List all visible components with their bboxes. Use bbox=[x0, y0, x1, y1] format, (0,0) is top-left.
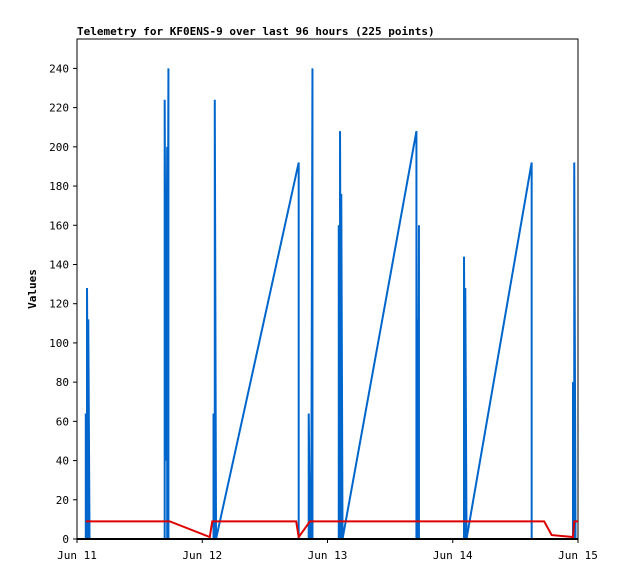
y-tick-label: 100 bbox=[49, 337, 69, 350]
x-axis: Jun 11 Jun 12 Jun 13 Jun 14 Jun 15 bbox=[57, 539, 598, 562]
x-tick-label: Jun 12 bbox=[182, 549, 222, 562]
series-layer bbox=[77, 68, 578, 540]
x-tick-label: Jun 11 bbox=[57, 549, 97, 562]
y-tick-label: 60 bbox=[56, 415, 69, 428]
chart-title: Telemetry for KF0ENS-9 over last 96 hour… bbox=[77, 25, 435, 38]
y-tick-label: 160 bbox=[49, 219, 69, 232]
y-tick-label: 20 bbox=[56, 494, 69, 507]
y-tick-label: 200 bbox=[49, 141, 69, 154]
x-tick-label: Jun 15 bbox=[558, 549, 598, 562]
y-axis: 0 20 40 60 80 100 120 140 160 180 200 220 240 bbox=[49, 62, 77, 546]
y-tick-label: 240 bbox=[49, 62, 69, 75]
y-tick-label: 220 bbox=[49, 102, 69, 115]
x-tick-label: Jun 14 bbox=[433, 549, 473, 562]
y-tick-label: 80 bbox=[56, 376, 69, 389]
plot-frame bbox=[76, 38, 579, 540]
y-axis-label: Values bbox=[26, 269, 39, 309]
x-tick-label: Jun 13 bbox=[308, 549, 348, 562]
y-tick-label: 120 bbox=[49, 298, 69, 311]
y-tick-label: 140 bbox=[49, 258, 69, 271]
y-tick-label: 40 bbox=[56, 455, 69, 468]
series-line-0 bbox=[84, 68, 577, 540]
y-tick-label: 180 bbox=[49, 180, 69, 193]
y-tick-label: 0 bbox=[62, 533, 69, 546]
series-line-1 bbox=[85, 520, 578, 540]
